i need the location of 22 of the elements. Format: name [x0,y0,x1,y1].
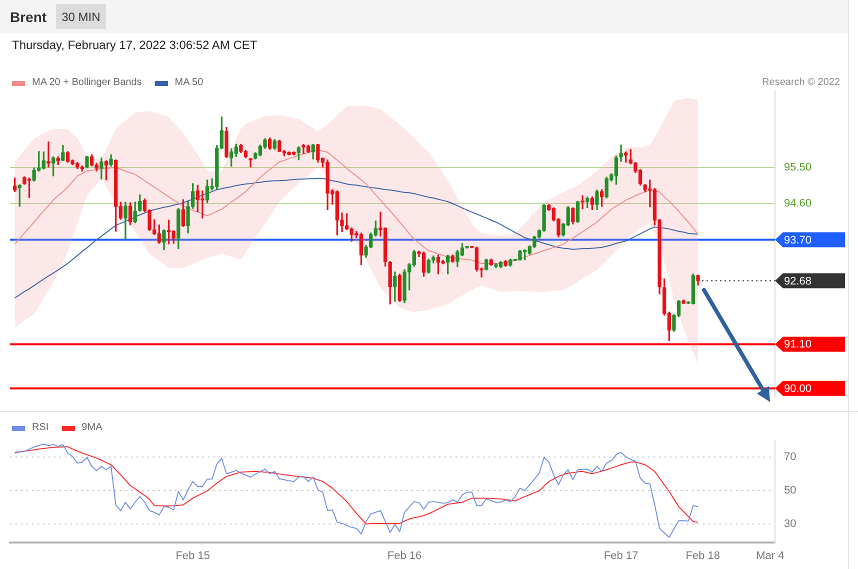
x-tick-label: Feb 18 [686,550,720,562]
y-tick-label: 70 [784,451,796,464]
legend-label: RSI [32,422,49,434]
y-tick-label: 95.50 [784,162,812,174]
x-tick-label: Feb 16 [387,550,422,562]
x-tick-label: Feb 15 [176,550,210,562]
y-tick-label: 50 [784,484,796,497]
x-tick-label: Feb 17 [604,550,638,562]
legend-label: MA 20 + Bollinger Bands [32,77,142,89]
ref-line-label: 90.00 [784,382,812,395]
text: Research © 2022 [762,77,840,89]
chart-subtitle: Thursday, February 17, 2022 3:06:52 AM CET [12,38,258,52]
legend-label: MA 50 [174,77,204,89]
ref-line-label: 91.10 [784,338,812,351]
x-tick-label: Mar 4 [756,550,784,562]
text: 30 MIN [56,4,106,29]
y-tick-label: 94.60 [784,198,812,210]
y-tick-label: 30 [784,518,796,530]
ref-line-label: 93.70 [784,234,812,246]
legend-label: 9MA [82,422,102,434]
chart-title: Brent [10,8,47,24]
ref-line-label: 92.68 [784,275,812,288]
